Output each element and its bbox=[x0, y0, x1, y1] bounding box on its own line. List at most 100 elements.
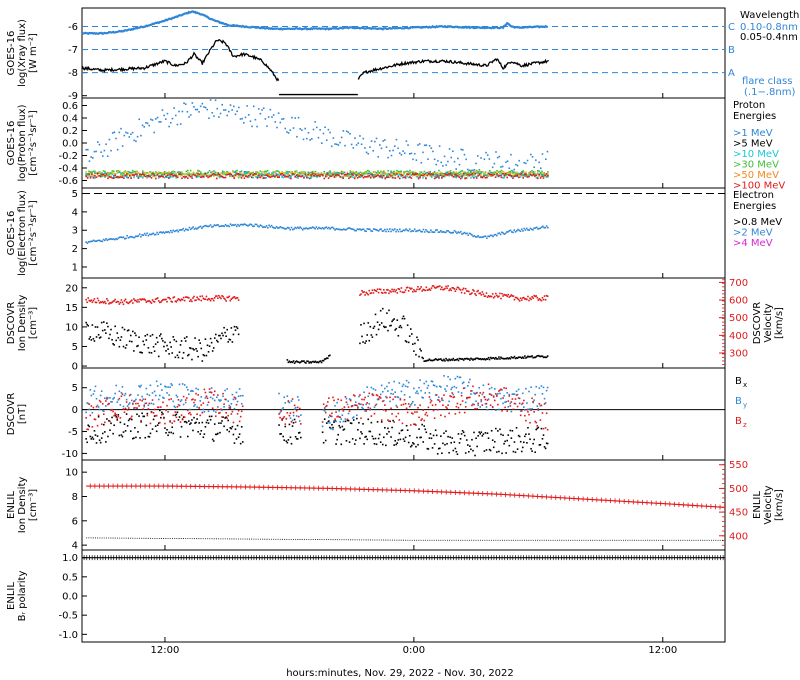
proton-channel-point bbox=[523, 171, 526, 174]
proton-channel-point bbox=[417, 176, 420, 179]
proton-channel-point bbox=[121, 173, 124, 176]
proton-channel-point bbox=[186, 169, 189, 172]
velocity-point bbox=[451, 287, 454, 289]
proton-channel-point bbox=[152, 172, 154, 174]
electron-point bbox=[529, 227, 532, 230]
bx-point bbox=[221, 420, 223, 422]
bz-point bbox=[432, 409, 435, 412]
bz-point bbox=[206, 397, 209, 400]
ion-density-point bbox=[446, 359, 448, 361]
proton-channel-point bbox=[240, 172, 243, 175]
by-point bbox=[480, 400, 483, 403]
ion-density-point bbox=[193, 349, 195, 351]
proton-channel-point bbox=[369, 173, 372, 176]
ion-density-point bbox=[433, 358, 436, 361]
electron-point bbox=[446, 230, 448, 232]
electron-point bbox=[420, 230, 422, 233]
by-point bbox=[448, 400, 450, 403]
electron-point bbox=[234, 223, 237, 226]
ion-density-point bbox=[152, 345, 155, 348]
proton-channel-point bbox=[247, 174, 250, 177]
bz-point bbox=[223, 403, 225, 405]
proton-gt1-point bbox=[506, 160, 509, 162]
bx-point bbox=[366, 438, 369, 441]
proton-channel-point bbox=[443, 173, 446, 175]
bx-point bbox=[447, 435, 449, 438]
by-point bbox=[321, 425, 324, 428]
ion-density-point bbox=[126, 329, 129, 332]
proton-gt1-point bbox=[103, 149, 106, 152]
electron-point bbox=[257, 225, 259, 227]
by-point bbox=[521, 392, 524, 395]
velocity-point bbox=[202, 297, 205, 300]
proton-channel-point bbox=[436, 175, 439, 177]
proton-channel-point bbox=[475, 175, 478, 178]
proton-channel-point bbox=[115, 176, 118, 179]
proton-channel-point bbox=[446, 174, 449, 176]
velocity-point bbox=[443, 288, 445, 291]
bx-point bbox=[436, 453, 439, 455]
bx-point bbox=[520, 450, 523, 453]
proton-channel-point bbox=[529, 173, 532, 176]
proton-channel-point bbox=[365, 176, 368, 178]
proton-channel-point bbox=[139, 174, 141, 177]
proton-gt1-point bbox=[387, 156, 389, 159]
by-point bbox=[520, 403, 523, 406]
velocity-point bbox=[217, 297, 219, 299]
bx-point bbox=[295, 437, 298, 440]
proton-channel-point bbox=[464, 174, 466, 177]
by-point bbox=[432, 384, 435, 386]
bx-point bbox=[140, 421, 142, 423]
electron-point bbox=[100, 240, 102, 243]
proton-channel-point bbox=[378, 172, 381, 175]
bx-point bbox=[154, 425, 157, 427]
electron-point bbox=[299, 226, 302, 228]
electron-point bbox=[151, 233, 153, 235]
bz-point bbox=[544, 427, 547, 429]
proton-channel-point bbox=[342, 172, 344, 174]
proton-channel-point bbox=[213, 175, 215, 177]
proton-channel-point bbox=[455, 173, 458, 176]
proton-gt1-point bbox=[332, 137, 335, 139]
proton-channel-point bbox=[368, 172, 371, 175]
velocity-point bbox=[429, 289, 432, 291]
bx-point bbox=[350, 422, 353, 425]
proton-channel-point bbox=[319, 175, 321, 178]
proton-channel-point bbox=[406, 173, 408, 175]
ion-density-point bbox=[322, 359, 325, 362]
ion-density-point bbox=[431, 359, 434, 362]
velocity-point bbox=[450, 289, 453, 292]
proton-channel-point bbox=[89, 175, 92, 178]
proton-channel-point bbox=[467, 171, 469, 174]
by-point bbox=[181, 383, 184, 385]
proton-channel-point bbox=[200, 174, 202, 177]
proton-channel-point bbox=[509, 172, 511, 174]
proton-channel-point bbox=[285, 172, 288, 175]
ion-density-point bbox=[409, 328, 412, 330]
bx-point bbox=[282, 435, 284, 438]
ion-density-point bbox=[310, 361, 312, 364]
electron-point bbox=[442, 231, 445, 233]
electron-point bbox=[189, 228, 192, 231]
proton-channel-point bbox=[101, 172, 103, 174]
by-point bbox=[352, 416, 355, 418]
by-point bbox=[178, 383, 181, 386]
proton-channel-point bbox=[237, 175, 240, 178]
proton-channel-point bbox=[468, 174, 471, 177]
proton-channel-point bbox=[127, 176, 130, 179]
ion-density-point bbox=[370, 334, 373, 336]
bx-point bbox=[201, 421, 204, 424]
bz-point bbox=[211, 407, 214, 410]
bx-point bbox=[190, 422, 192, 424]
by-point bbox=[433, 384, 436, 387]
bx-point bbox=[519, 440, 522, 443]
velocity-point bbox=[98, 302, 101, 304]
proton-channel-point bbox=[381, 176, 384, 179]
ion-density-point bbox=[428, 358, 431, 361]
proton-channel-point bbox=[150, 174, 153, 177]
panel-frame bbox=[81, 7, 726, 99]
velocity-point bbox=[380, 291, 383, 294]
proton-channel-point bbox=[351, 175, 353, 178]
proton-channel-point bbox=[523, 175, 526, 177]
bz-point bbox=[343, 406, 346, 408]
